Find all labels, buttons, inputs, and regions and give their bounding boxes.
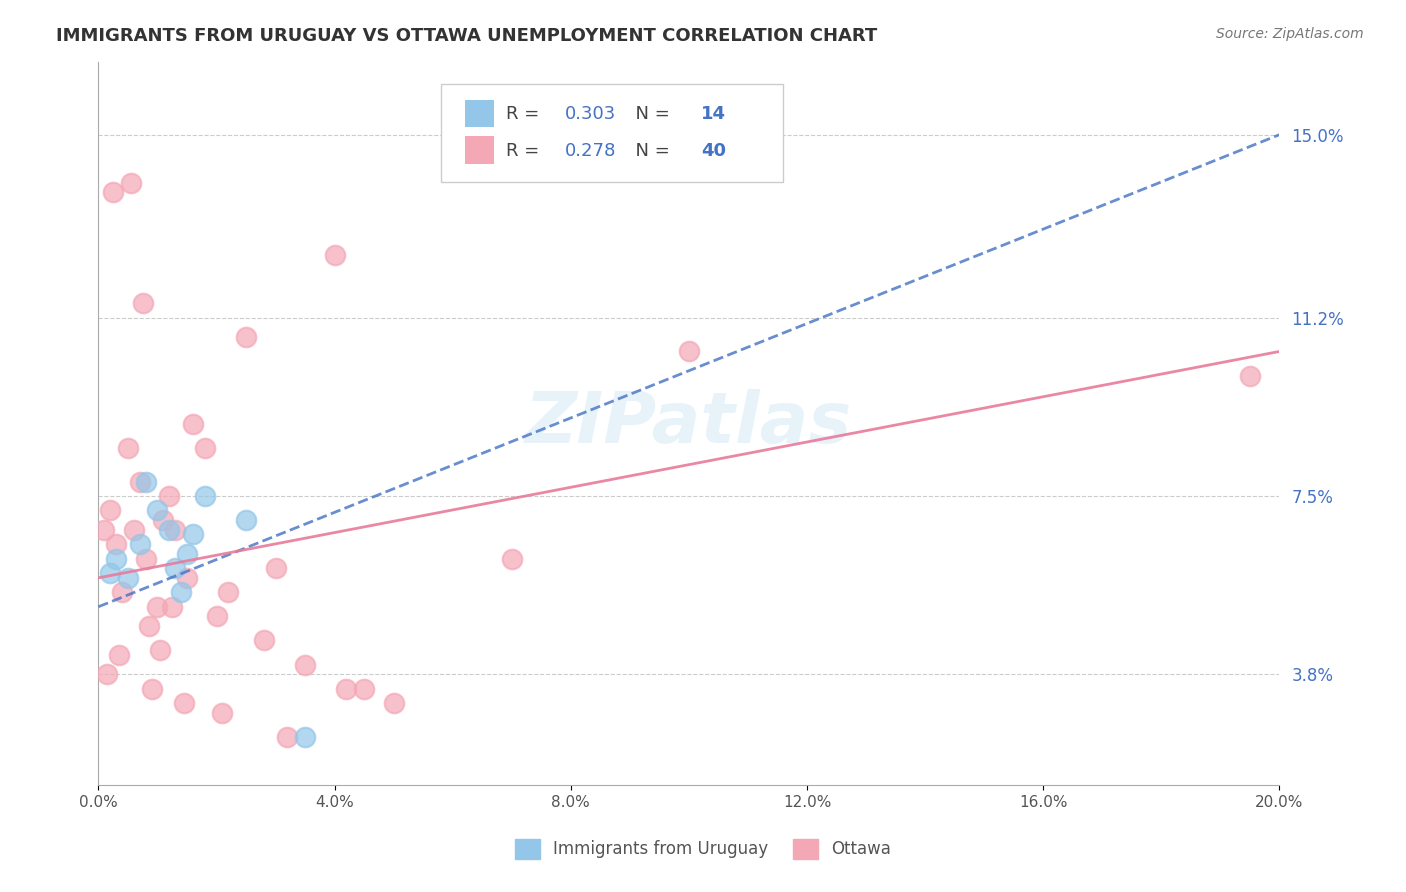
Point	[181, 527, 204, 541]
Point	[141, 681, 163, 696]
Point	[165, 561, 187, 575]
Legend: Immigrants from Uruguay, Ottawa: Immigrants from Uruguay, Ottawa	[508, 832, 898, 866]
Text: N =: N =	[624, 142, 675, 160]
Point	[501, 551, 523, 566]
Point	[146, 599, 169, 614]
Point	[122, 523, 145, 537]
Point	[105, 551, 128, 566]
Point	[93, 523, 115, 537]
Point	[98, 503, 121, 517]
Point	[235, 330, 257, 344]
Point	[181, 417, 204, 431]
Point	[146, 503, 169, 517]
Point	[264, 561, 287, 575]
Text: ZIPatlas: ZIPatlas	[526, 389, 852, 458]
Point	[111, 585, 134, 599]
Point	[108, 648, 131, 662]
Point	[294, 657, 316, 672]
Point	[135, 551, 157, 566]
Text: 14: 14	[700, 105, 725, 123]
Point	[98, 566, 121, 580]
Point	[157, 523, 180, 537]
Point	[173, 696, 195, 710]
Point	[335, 681, 357, 696]
Text: R =: R =	[506, 105, 546, 123]
Text: 0.303: 0.303	[565, 105, 616, 123]
Point	[235, 513, 257, 527]
Point	[170, 585, 193, 599]
Text: 0.278: 0.278	[565, 142, 616, 160]
Point	[205, 609, 228, 624]
Point	[96, 667, 118, 681]
Point	[382, 696, 405, 710]
Text: Source: ZipAtlas.com: Source: ZipAtlas.com	[1216, 27, 1364, 41]
FancyBboxPatch shape	[464, 136, 494, 163]
Point	[135, 475, 157, 489]
Point	[117, 571, 139, 585]
Point	[117, 441, 139, 455]
Point	[138, 619, 160, 633]
Point	[176, 571, 198, 585]
Point	[176, 547, 198, 561]
Point	[128, 537, 150, 551]
Point	[1239, 368, 1261, 383]
Point	[294, 730, 316, 744]
Point	[323, 248, 346, 262]
Text: N =: N =	[624, 105, 675, 123]
FancyBboxPatch shape	[464, 100, 494, 128]
Point	[211, 706, 233, 720]
Point	[165, 523, 187, 537]
Point	[353, 681, 375, 696]
Point	[105, 537, 128, 551]
Point	[253, 633, 276, 648]
Point	[194, 489, 217, 503]
Point	[128, 475, 150, 489]
Point	[194, 441, 217, 455]
Text: 40: 40	[700, 142, 725, 160]
Point	[217, 585, 239, 599]
Point	[162, 599, 183, 614]
Point	[132, 296, 155, 310]
Point	[120, 176, 142, 190]
Text: IMMIGRANTS FROM URUGUAY VS OTTAWA UNEMPLOYMENT CORRELATION CHART: IMMIGRANTS FROM URUGUAY VS OTTAWA UNEMPL…	[56, 27, 877, 45]
Point	[678, 344, 700, 359]
Point	[152, 513, 174, 527]
Point	[276, 730, 298, 744]
FancyBboxPatch shape	[441, 84, 783, 182]
Point	[149, 643, 172, 657]
Point	[103, 186, 125, 200]
Point	[157, 489, 180, 503]
Text: R =: R =	[506, 142, 546, 160]
